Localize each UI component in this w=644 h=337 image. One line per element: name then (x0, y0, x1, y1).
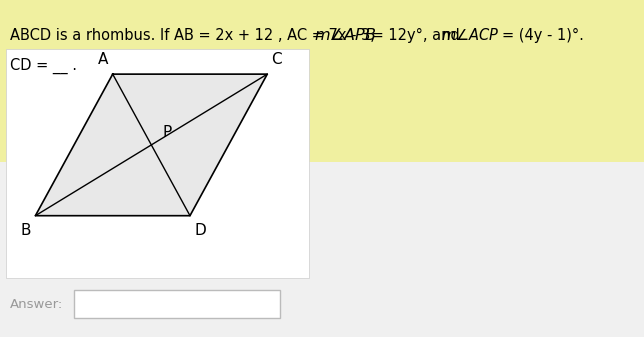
Polygon shape (35, 74, 267, 216)
Text: ABCD is a rhombus. If AB = 2x + 12 , AC = 7x - 3,: ABCD is a rhombus. If AB = 2x + 12 , AC … (10, 28, 379, 43)
Text: P: P (163, 125, 172, 140)
Text: = 12y°, and: = 12y°, and (367, 28, 464, 43)
Bar (74, 290, 280, 318)
Text: D: D (194, 223, 206, 238)
Text: A: A (98, 52, 108, 67)
Text: = (4y - 1)°.: = (4y - 1)°. (502, 28, 584, 43)
Text: B: B (21, 223, 31, 238)
Bar (0, 162, 644, 337)
Text: C: C (272, 52, 282, 67)
Text: $m\angle ACP$: $m\angle ACP$ (441, 27, 500, 43)
Text: $m\angle \mathit{APB}$: $m\angle \mathit{APB}$ (314, 27, 376, 43)
Bar (0, 0, 644, 162)
Text: Answer:: Answer: (10, 298, 63, 311)
Text: CD = __ .: CD = __ . (10, 58, 77, 74)
Bar (6, 49, 309, 278)
